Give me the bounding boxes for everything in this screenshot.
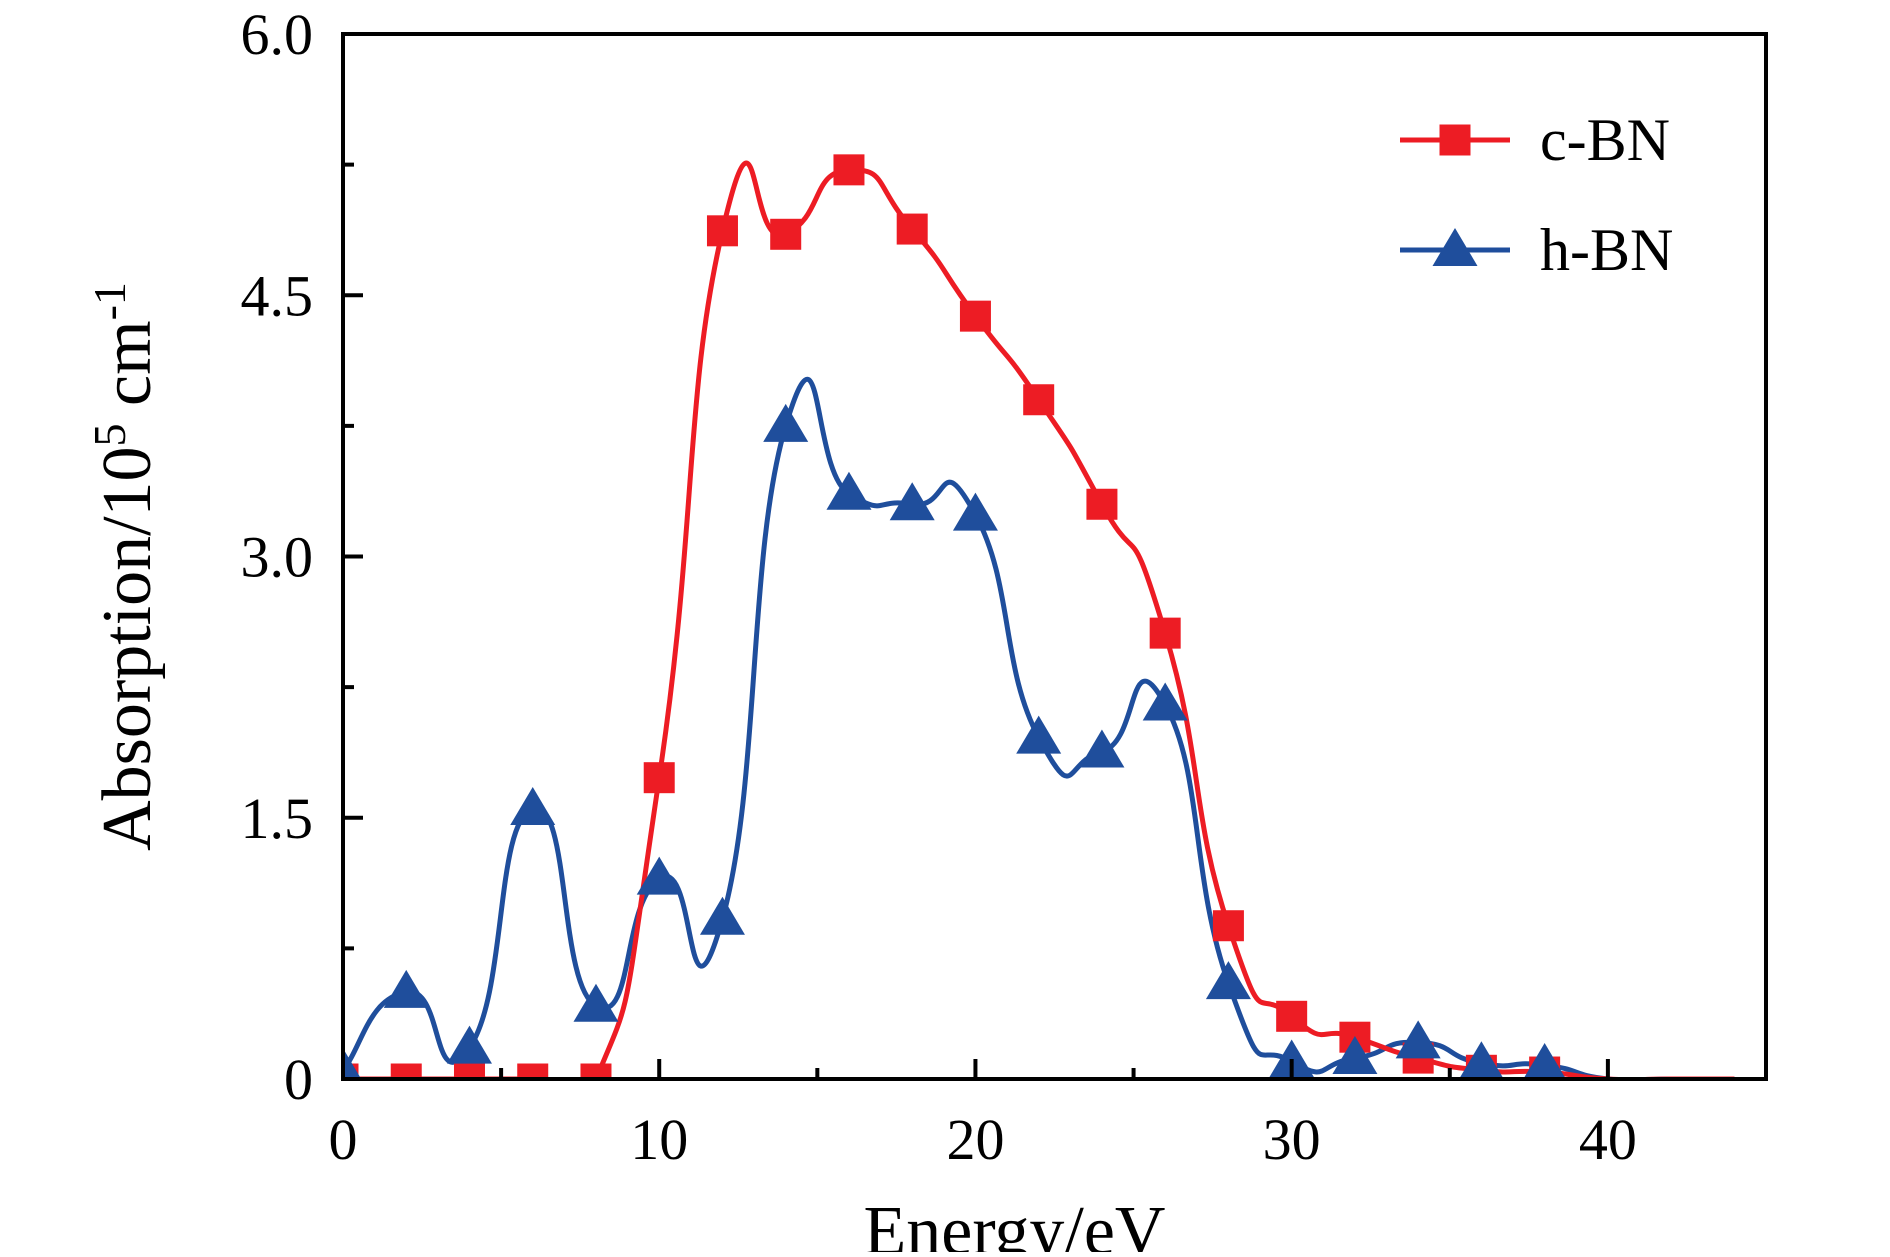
svg-text:40: 40 (1579, 1107, 1637, 1172)
svg-text:0: 0 (329, 1107, 358, 1172)
svg-text:Absorption/105 cm-1: Absorption/105 cm-1 (84, 282, 167, 851)
svg-text:3.0: 3.0 (241, 525, 314, 590)
svg-text:1.5: 1.5 (241, 786, 314, 851)
svg-text:c-BN: c-BN (1540, 107, 1670, 173)
svg-text:30: 30 (1263, 1107, 1321, 1172)
svg-text:20: 20 (946, 1107, 1004, 1172)
svg-text:10: 10 (630, 1107, 688, 1172)
svg-text:4.5: 4.5 (241, 263, 314, 328)
svg-text:Energy/eV: Energy/eV (864, 1193, 1166, 1252)
svg-text:h-BN: h-BN (1540, 217, 1673, 283)
svg-text:6.0: 6.0 (241, 2, 314, 67)
svg-text:0: 0 (284, 1047, 313, 1112)
